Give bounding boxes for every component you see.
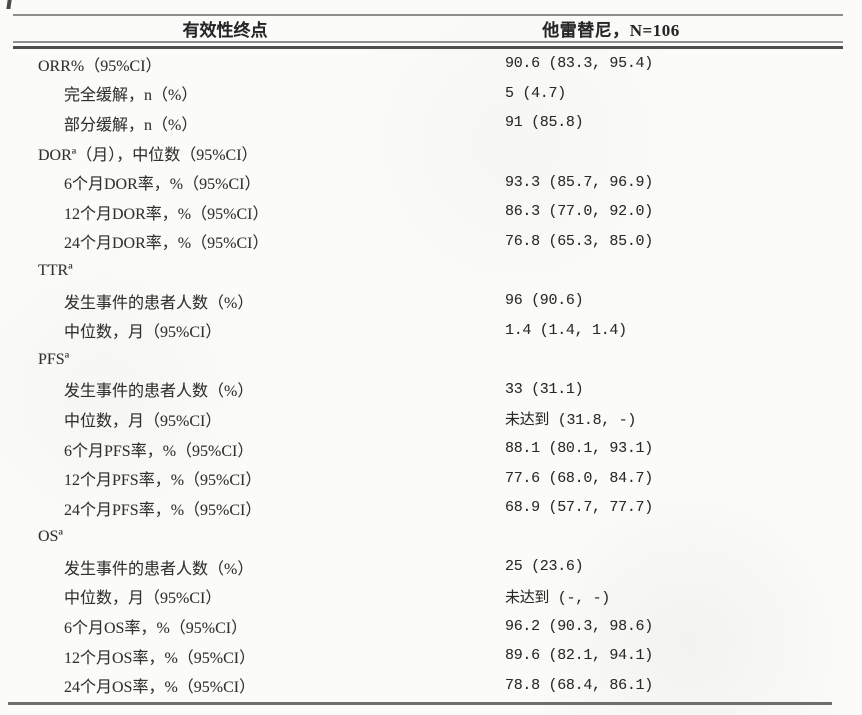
table-row: 6个月DOR率，%（95%CI） 93.3 (85.7, 96.9) <box>13 167 843 197</box>
table-row: 发生事件的患者人数（%） 25 (23.6) <box>13 552 843 582</box>
table-row: 6个月PFS率，%（95%CI） 88.1 (80.1, 93.1) <box>13 434 843 464</box>
table-row: 部分缓解，n（%） 91 (85.8) <box>13 108 843 138</box>
endpoint-value: 未达到 (-, -) <box>505 589 611 607</box>
endpoint-value: 90.6 (83.3, 95.4) <box>505 55 653 73</box>
endpoint-label: PFSª <box>38 350 70 368</box>
table-row: 24个月PFS率，%（95%CI） 68.9 (57.7, 77.7) <box>13 493 843 523</box>
endpoint-label: 中位数，月（95%CI） <box>64 324 222 342</box>
table-row: TTRª <box>13 256 843 286</box>
endpoint-label: 发生事件的患者人数（%） <box>64 560 254 578</box>
endpoint-label: 中位数，月（95%CI） <box>64 412 222 430</box>
endpoint-label: 24个月PFS率，%（95%CI） <box>64 501 262 519</box>
endpoint-value: 25 (23.6) <box>505 558 584 576</box>
endpoint-value: 93.3 (85.7, 96.9) <box>505 173 653 191</box>
table-row: DORª（月），中位数（95%CI） <box>13 138 843 168</box>
endpoint-label: 中位数，月（95%CI） <box>64 590 222 608</box>
endpoint-value: 91 (85.8) <box>505 114 584 132</box>
endpoint-value: 86.3 (77.0, 92.0) <box>505 203 653 221</box>
endpoint-value: 33 (31.1) <box>505 380 584 398</box>
table-row: 发生事件的患者人数（%） 33 (31.1) <box>13 375 843 405</box>
endpoint-label: 6个月OS率，%（95%CI） <box>64 620 248 638</box>
endpoint-label: DORª（月），中位数（95%CI） <box>38 146 258 164</box>
endpoint-label: TTRª <box>38 261 73 279</box>
endpoint-label: 12个月PFS率，%（95%CI） <box>64 472 262 490</box>
endpoint-label: OSª <box>38 528 63 546</box>
table-row: 6个月OS率，%（95%CI） 96.2 (90.3, 98.6) <box>13 611 843 641</box>
endpoint-label: 完全缓解，n（%） <box>64 87 198 105</box>
endpoint-label: 发生事件的患者人数（%） <box>64 383 254 401</box>
table-row: 24个月OS率，%（95%CI） 78.8 (68.4, 86.1) <box>13 670 843 700</box>
endpoint-label: 12个月OS率，%（95%CI） <box>64 649 256 667</box>
table-row: ORR%（95%CI） 90.6 (83.3, 95.4) <box>13 49 843 79</box>
table-row: OSª <box>13 523 843 553</box>
table-row: 24个月DOR率，%（95%CI） 76.8 (65.3, 85.0) <box>13 227 843 257</box>
endpoint-column-header: 有效性终点 <box>182 21 268 40</box>
treatment-column-header: 他雷替尼，N=106 <box>542 21 680 40</box>
table-header-row: 有效性终点 他雷替尼，N=106 <box>13 16 843 41</box>
efficacy-endpoints-table: 有效性终点 他雷替尼，N=106 ORR%（95%CI） 90.6 (83.3,… <box>8 14 843 706</box>
table-row: 中位数，月（95%CI） 未达到 (31.8, -) <box>13 404 843 434</box>
endpoint-value: 68.9 (57.7, 77.7) <box>505 499 653 517</box>
endpoint-label: 发生事件的患者人数（%） <box>64 294 254 312</box>
endpoint-label: 12个月DOR率，%（95%CI） <box>64 205 269 223</box>
endpoint-value: 5 (4.7) <box>505 84 566 102</box>
endpoint-label: 6个月PFS率，%（95%CI） <box>64 442 254 460</box>
endpoint-value: 77.6 (68.0, 84.7) <box>505 469 653 487</box>
scan-artifact-mark <box>6 0 12 9</box>
table-row: PFSª <box>13 345 843 375</box>
table-row: 12个月PFS率，%（95%CI） 77.6 (68.0, 84.7) <box>13 463 843 493</box>
table-row: 12个月DOR率，%（95%CI） 86.3 (77.0, 92.0) <box>13 197 843 227</box>
table-row: 中位数，月（95%CI） 未达到 (-, -) <box>13 582 843 612</box>
endpoint-value: 未达到 (31.8, -) <box>505 412 637 430</box>
endpoint-label: 24个月OS率，%（95%CI） <box>64 679 256 697</box>
endpoint-value: 96.2 (90.3, 98.6) <box>505 617 653 635</box>
table-row: 中位数，月（95%CI） 1.4 (1.4, 1.4) <box>13 315 843 345</box>
endpoint-label: 24个月DOR率，%（95%CI） <box>64 235 269 253</box>
endpoint-value: 1.4 (1.4, 1.4) <box>505 321 627 339</box>
table-row: 12个月OS率，%（95%CI） 89.6 (82.1, 94.1) <box>13 641 843 671</box>
table-header-double-rule <box>13 41 843 49</box>
endpoint-value: 76.8 (65.3, 85.0) <box>505 232 653 250</box>
table-row: 发生事件的患者人数（%） 96 (90.6) <box>13 286 843 316</box>
endpoint-label: 6个月DOR率，%（95%CI） <box>64 176 261 194</box>
endpoint-value: 96 (90.6) <box>505 292 584 310</box>
endpoint-value: 89.6 (82.1, 94.1) <box>505 647 653 665</box>
table-bottom-rule <box>8 702 832 706</box>
endpoint-value: 88.1 (80.1, 93.1) <box>505 440 653 458</box>
endpoint-label: ORR%（95%CI） <box>38 57 162 75</box>
table-top-rule <box>13 14 843 16</box>
table-body: ORR%（95%CI） 90.6 (83.3, 95.4) 完全缓解，n（%） … <box>13 49 843 700</box>
table-row: 完全缓解，n（%） 5 (4.7) <box>13 79 843 109</box>
endpoint-label: 部分缓解，n（%） <box>64 116 198 134</box>
endpoint-value: 78.8 (68.4, 86.1) <box>505 676 653 694</box>
